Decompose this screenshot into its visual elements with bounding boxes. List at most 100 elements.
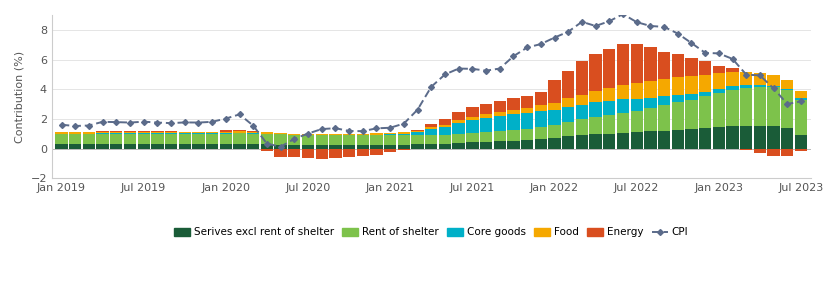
Bar [55,148,68,149]
Bar [453,134,465,143]
Bar [302,148,314,158]
Bar [644,108,657,131]
Bar [55,144,68,148]
Bar [151,132,164,134]
Bar [316,135,328,145]
Bar [179,132,191,134]
Bar [590,117,601,134]
Bar [575,105,588,119]
Bar [781,80,794,89]
Bar [384,148,396,152]
Bar [753,73,766,85]
Bar [603,50,616,88]
Bar [727,68,738,71]
Bar [534,128,547,139]
Bar [740,148,753,150]
Bar [357,148,369,156]
Bar [712,93,725,127]
Bar [247,133,260,134]
Bar [425,135,438,144]
Bar [425,144,438,148]
Bar [384,135,396,145]
Bar [138,134,150,144]
Bar [672,102,684,130]
Bar [438,119,451,124]
Bar [768,87,780,126]
Bar [138,144,150,148]
Bar [631,110,643,132]
Bar [151,134,164,144]
Bar [672,130,684,148]
Bar [397,134,410,135]
Bar [768,75,780,85]
Bar [617,99,629,113]
Bar [740,88,753,125]
Bar [644,131,657,148]
Bar [302,145,314,148]
Bar [781,89,794,90]
Bar [370,133,383,135]
Bar [534,106,547,111]
Bar [494,131,506,141]
Bar [507,110,520,114]
Bar [575,135,588,148]
Bar [370,135,383,145]
Bar [685,76,697,94]
Bar [206,134,218,144]
Bar [617,113,629,133]
Bar [316,134,328,135]
Bar [768,85,780,87]
Bar [753,85,766,87]
Bar [658,52,670,79]
Bar [562,136,575,148]
Bar [699,96,711,128]
Bar [781,90,794,128]
Bar [603,88,616,101]
Bar [97,132,108,134]
Bar [165,132,177,134]
Bar [123,132,136,134]
Bar [644,81,657,98]
Bar [275,145,286,148]
Bar [220,144,232,148]
Bar [151,131,164,132]
Bar [192,132,205,134]
Bar [55,133,68,134]
Bar [412,131,423,132]
Bar [247,134,260,144]
Bar [82,144,95,148]
Bar [672,95,684,102]
Bar [699,92,711,96]
Bar [549,110,560,125]
Bar [82,134,95,144]
Bar [138,132,150,134]
Bar [562,98,575,106]
Bar [165,144,177,148]
Bar [397,145,410,148]
Bar [658,131,670,148]
Bar [795,135,807,148]
Bar [343,145,355,148]
Bar [412,132,423,135]
Bar [590,91,601,102]
Bar [206,144,218,148]
Bar [521,96,533,108]
Bar [453,112,465,120]
Bar [575,119,588,135]
Bar [69,134,81,144]
Bar [658,105,670,131]
Bar [234,130,245,131]
Bar [617,85,629,99]
Bar [412,135,423,144]
Bar [260,144,273,148]
Bar [727,71,738,86]
Bar [316,145,328,148]
Bar [69,133,81,134]
Bar [234,134,245,144]
Bar [685,58,697,76]
Bar [590,134,601,148]
Bar [658,79,670,96]
Bar [466,120,479,133]
Bar [192,144,205,148]
Bar [453,120,465,123]
